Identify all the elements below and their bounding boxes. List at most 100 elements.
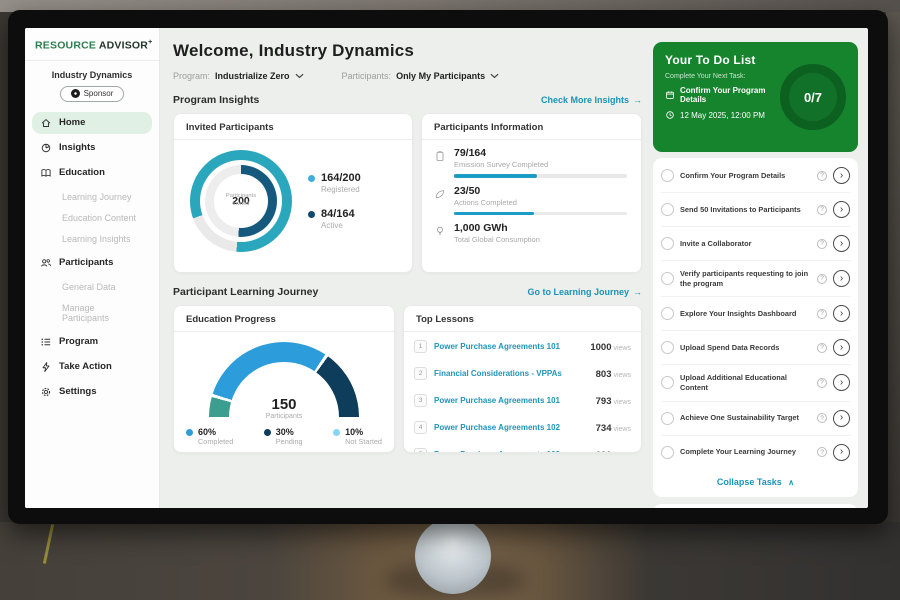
stat-row-actions-completed: 23/50Actions Completed: [422, 178, 641, 216]
task-row-verify-participants-requesting-to-join-the-program[interactable]: Verify participants requesting to join t…: [661, 261, 850, 297]
task-chevron-button[interactable]: ›: [833, 339, 850, 356]
task-row-upload-additional-educational-content[interactable]: Upload Additional Educational Content?›: [661, 365, 850, 401]
task-chevron-button[interactable]: ›: [833, 270, 850, 287]
task-checkbox[interactable]: [661, 169, 674, 182]
program-filter-dropdown[interactable]: Program: Industrialize Zero: [173, 71, 304, 81]
task-checkbox[interactable]: [661, 237, 674, 250]
task-chevron-button[interactable]: ›: [833, 410, 850, 427]
task-row-upload-spend-data-records[interactable]: Upload Spend Data Records?›: [661, 331, 850, 365]
sidebar: RESOURCE ADVISOR+ Industry Dynamics Spon…: [25, 28, 160, 508]
help-icon[interactable]: ?: [817, 274, 827, 284]
sidebar-item-participants[interactable]: Participants: [32, 252, 152, 274]
task-chevron-button[interactable]: ›: [833, 374, 850, 391]
sidebar-item-home[interactable]: Home: [32, 112, 152, 134]
gauge-legend: 60%Completed30%Pending10%Not Started: [174, 418, 394, 446]
desk-background: RESOURCE ADVISOR+ Industry Dynamics Spon…: [0, 0, 900, 600]
todo-summary-text: Your To Do List Complete Your Next Task:…: [665, 53, 774, 141]
sidebar-item-education[interactable]: Education: [32, 162, 152, 184]
sidebar-item-label: Learning Insights: [62, 234, 131, 244]
views-label: views: [613, 372, 631, 379]
education-progress-gauge: 150 Participants: [209, 342, 359, 418]
legend-dot: [308, 175, 315, 182]
task-row-complete-your-learning-journey[interactable]: Complete Your Learning Journey?›: [661, 436, 850, 469]
help-icon[interactable]: ?: [817, 447, 827, 457]
lesson-link[interactable]: Power Purchase Agreements 101: [434, 342, 583, 351]
help-icon[interactable]: ?: [817, 343, 827, 353]
task-chevron-button[interactable]: ›: [833, 167, 850, 184]
lesson-row: 3Power Purchase Agreements 101793views: [404, 386, 641, 413]
lesson-link[interactable]: Power Purchase Agreements 101: [434, 396, 589, 405]
lesson-row: 5Power Purchase Agreements 103600views: [404, 440, 641, 453]
task-checkbox[interactable]: [661, 376, 674, 389]
task-checkbox[interactable]: [661, 272, 674, 285]
task-checkbox[interactable]: [661, 203, 674, 216]
task-checkbox[interactable]: [661, 446, 674, 459]
go-to-learning-journey-link[interactable]: Go to Learning Journey →: [527, 287, 642, 297]
stat-row-emission-survey-completed: 79/164Emission Survey Completed: [422, 140, 641, 178]
sidebar-item-program[interactable]: Program: [32, 331, 152, 353]
stat-progress-fill: [454, 174, 537, 178]
lesson-link[interactable]: Power Purchase Agreements 103: [434, 450, 589, 454]
sidebar-item-take-action[interactable]: Take Action: [32, 356, 152, 378]
task-checkbox[interactable]: [661, 341, 674, 354]
help-icon[interactable]: ?: [817, 413, 827, 423]
lesson-rank: 1: [414, 340, 427, 353]
lesson-link[interactable]: Power Purchase Agreements 102: [434, 423, 589, 432]
lesson-views: 793views: [596, 391, 631, 409]
help-icon[interactable]: ?: [817, 171, 827, 181]
task-row-invite-a-collaborator[interactable]: Invite a Collaborator? ›: [661, 227, 850, 261]
participants-filter-value: Only My Participants: [396, 71, 485, 81]
legend-value: 84/164: [321, 208, 355, 220]
logo-secondary: ADVISOR: [99, 40, 148, 52]
sidebar-item-education-content[interactable]: Education Content: [32, 208, 152, 228]
todo-summary-card: Your To Do List Complete Your Next Task:…: [653, 42, 858, 152]
stat-progress-fill: [454, 212, 534, 216]
collapse-tasks-link[interactable]: Collapse Tasks ∧: [661, 469, 850, 496]
todo-title: Your To Do List: [665, 53, 774, 67]
gauge-center-value: 150: [209, 396, 359, 413]
task-chevron-button[interactable]: ›: [833, 444, 850, 461]
stat-value: 1,000 GWh: [454, 222, 627, 234]
task-row-explore-your-insights-dashboard[interactable]: Explore Your Insights Dashboard?›: [661, 297, 850, 331]
sidebar-item-settings[interactable]: Settings: [32, 381, 152, 403]
task-row-confirm-your-program-details[interactable]: Confirm Your Program Details?›: [661, 159, 850, 193]
task-checkbox[interactable]: [661, 412, 674, 425]
task-chevron-button[interactable]: ›: [833, 235, 850, 252]
help-icon[interactable]: ?: [817, 378, 827, 388]
sidebar-item-manage-participants[interactable]: Manage Participants: [32, 298, 152, 328]
task-checkbox[interactable]: [661, 307, 674, 320]
sidebar-item-label: General Data: [62, 282, 116, 292]
todo-progress-value: 0/7: [804, 90, 822, 105]
task-chevron-button[interactable]: ›: [833, 305, 850, 322]
task-row-achieve-one-sustainability-target[interactable]: Achieve One Sustainability Target?›: [661, 402, 850, 436]
help-icon[interactable]: ?: [817, 205, 827, 215]
logo-primary: RESOURCE: [35, 40, 96, 52]
check-more-insights-link[interactable]: Check More Insights →: [541, 95, 642, 105]
help-icon[interactable]: ?: [817, 239, 827, 249]
sidebar-item-learning-journey[interactable]: Learning Journey: [32, 187, 152, 207]
sidebar-item-label: Participants: [59, 257, 113, 268]
lesson-link[interactable]: Financial Considerations - VPPAs: [434, 369, 589, 378]
app-logo[interactable]: RESOURCE ADVISOR+: [25, 37, 159, 61]
participants-filter-label: Participants:: [342, 71, 392, 81]
task-label: Invite a Collaborator: [680, 239, 811, 249]
sidebar-item-learning-insights[interactable]: Learning Insights: [32, 229, 152, 249]
sidebar-item-label: Manage Participants: [62, 303, 144, 323]
views-count: 1000: [590, 342, 611, 353]
legend-text: 60%Completed: [198, 427, 233, 446]
sidebar-item-insights[interactable]: Insights: [32, 137, 152, 159]
views-count: 793: [596, 396, 612, 407]
sidebar-item-label: Program: [59, 336, 98, 347]
task-row-send-50-invitations-to-participants[interactable]: Send 50 Invitations to Participants? ›: [661, 193, 850, 227]
views-label: views: [613, 426, 631, 433]
todo-next-task: Confirm Your Program Details: [665, 86, 774, 104]
settings-icon: [40, 386, 52, 398]
help-icon[interactable]: ?: [817, 309, 827, 319]
participants-filter-dropdown[interactable]: Participants: Only My Participants: [342, 71, 500, 81]
task-label: Send 50 Invitations to Participants: [680, 205, 811, 215]
sidebar-item-general-data[interactable]: General Data: [32, 277, 152, 297]
stat-row-total-global-consumption: 1,000 GWhTotal Global Consumption: [422, 215, 641, 244]
task-chevron-button[interactable]: ›: [833, 201, 850, 218]
arrow-right-icon: →: [633, 95, 642, 105]
calendar-icon: [665, 90, 675, 100]
